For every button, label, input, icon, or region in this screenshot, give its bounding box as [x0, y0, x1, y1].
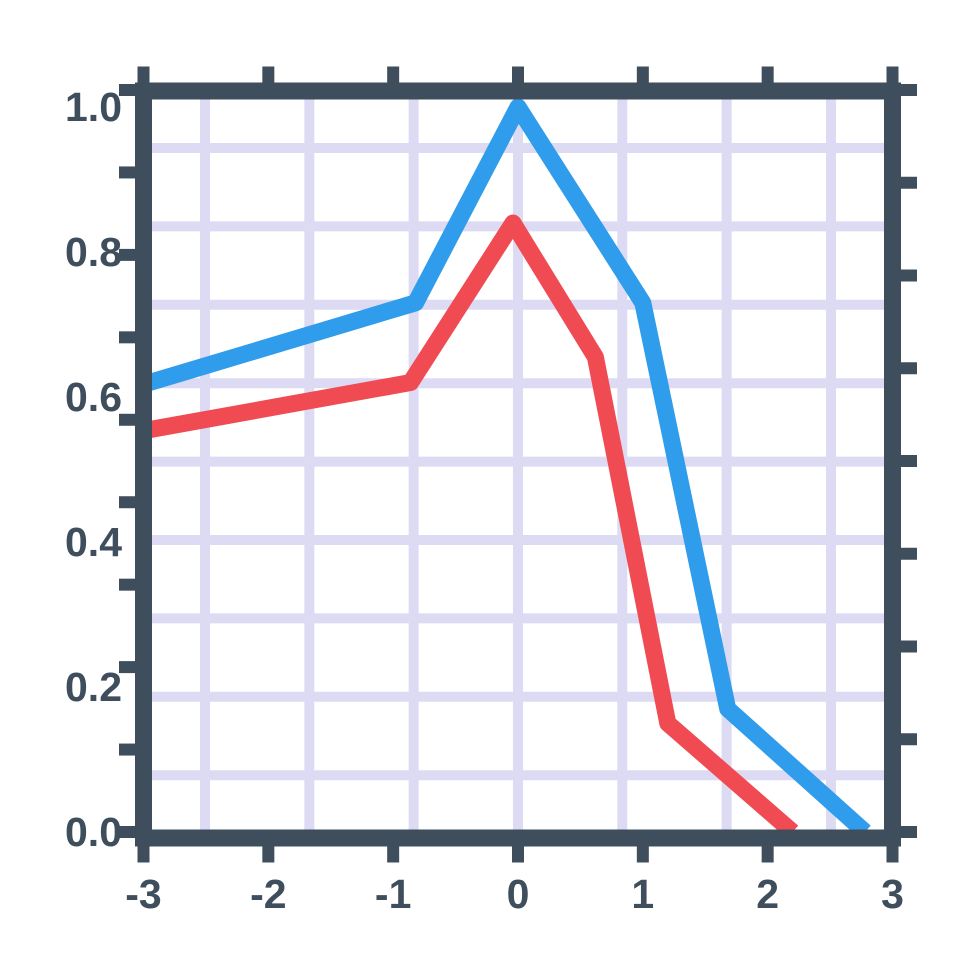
y-tick-label: 0.8	[65, 229, 122, 275]
tick-marks	[119, 66, 917, 863]
series-blue-line	[152, 99, 871, 830]
series-red-line	[152, 214, 799, 830]
x-tick-label: -2	[250, 871, 286, 917]
grid-lines	[152, 99, 884, 830]
y-tick-label: 0.6	[65, 374, 122, 420]
y-tick-label: 0.2	[65, 664, 122, 710]
axis-labels: 1.0 0.8 0.6 0.4 0.2 0.0-3 -2 -1 0 1 2 3	[65, 84, 904, 917]
chart-frame	[135, 82, 901, 847]
series-group	[152, 99, 871, 830]
x-tick-label: 2	[756, 871, 779, 917]
x-tick-label: 3	[881, 871, 904, 917]
y-tick-label: 1.0	[65, 84, 122, 130]
x-tick-label: -3	[125, 871, 161, 917]
x-tick-label: 0	[507, 871, 530, 917]
x-tick-label: 1	[631, 871, 654, 917]
y-tick-label: 0.0	[65, 809, 122, 855]
x-tick-label: -1	[375, 871, 411, 917]
y-tick-label: 0.4	[65, 519, 122, 565]
